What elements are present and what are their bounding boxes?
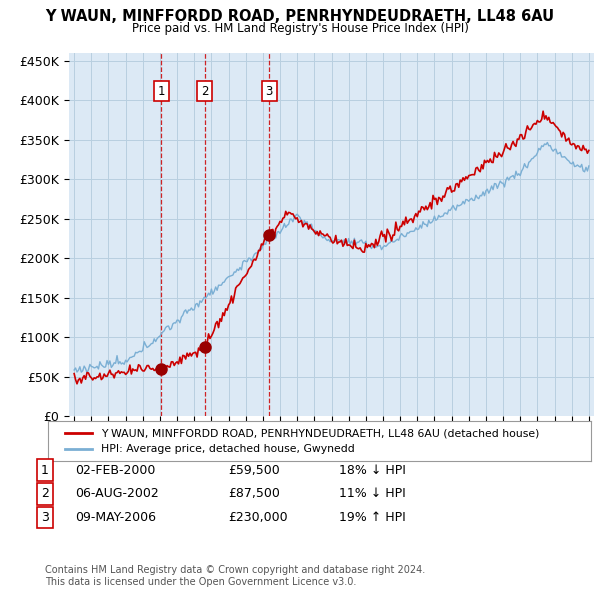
- Text: 3: 3: [265, 85, 273, 98]
- Text: Contains HM Land Registry data © Crown copyright and database right 2024.
This d: Contains HM Land Registry data © Crown c…: [45, 565, 425, 587]
- Legend: Y WAUN, MINFFORDD ROAD, PENRHYNDEUDRAETH, LL48 6AU (detached house), HPI: Averag: Y WAUN, MINFFORDD ROAD, PENRHYNDEUDRAETH…: [59, 422, 546, 461]
- Text: £230,000: £230,000: [228, 511, 287, 524]
- Text: 19% ↑ HPI: 19% ↑ HPI: [339, 511, 406, 524]
- Text: 18% ↓ HPI: 18% ↓ HPI: [339, 464, 406, 477]
- Text: £87,500: £87,500: [228, 487, 280, 500]
- Text: £59,500: £59,500: [228, 464, 280, 477]
- Text: 11% ↓ HPI: 11% ↓ HPI: [339, 487, 406, 500]
- Text: 2: 2: [201, 85, 208, 98]
- Text: Y WAUN, MINFFORDD ROAD, PENRHYNDEUDRAETH, LL48 6AU: Y WAUN, MINFFORDD ROAD, PENRHYNDEUDRAETH…: [46, 9, 554, 24]
- Text: 06-AUG-2002: 06-AUG-2002: [75, 487, 159, 500]
- Text: 1: 1: [41, 464, 49, 477]
- Text: 02-FEB-2000: 02-FEB-2000: [75, 464, 155, 477]
- Text: 1: 1: [158, 85, 165, 98]
- Text: Price paid vs. HM Land Registry's House Price Index (HPI): Price paid vs. HM Land Registry's House …: [131, 22, 469, 35]
- Text: 09-MAY-2006: 09-MAY-2006: [75, 511, 156, 524]
- Text: 3: 3: [41, 511, 49, 524]
- Text: 2: 2: [41, 487, 49, 500]
